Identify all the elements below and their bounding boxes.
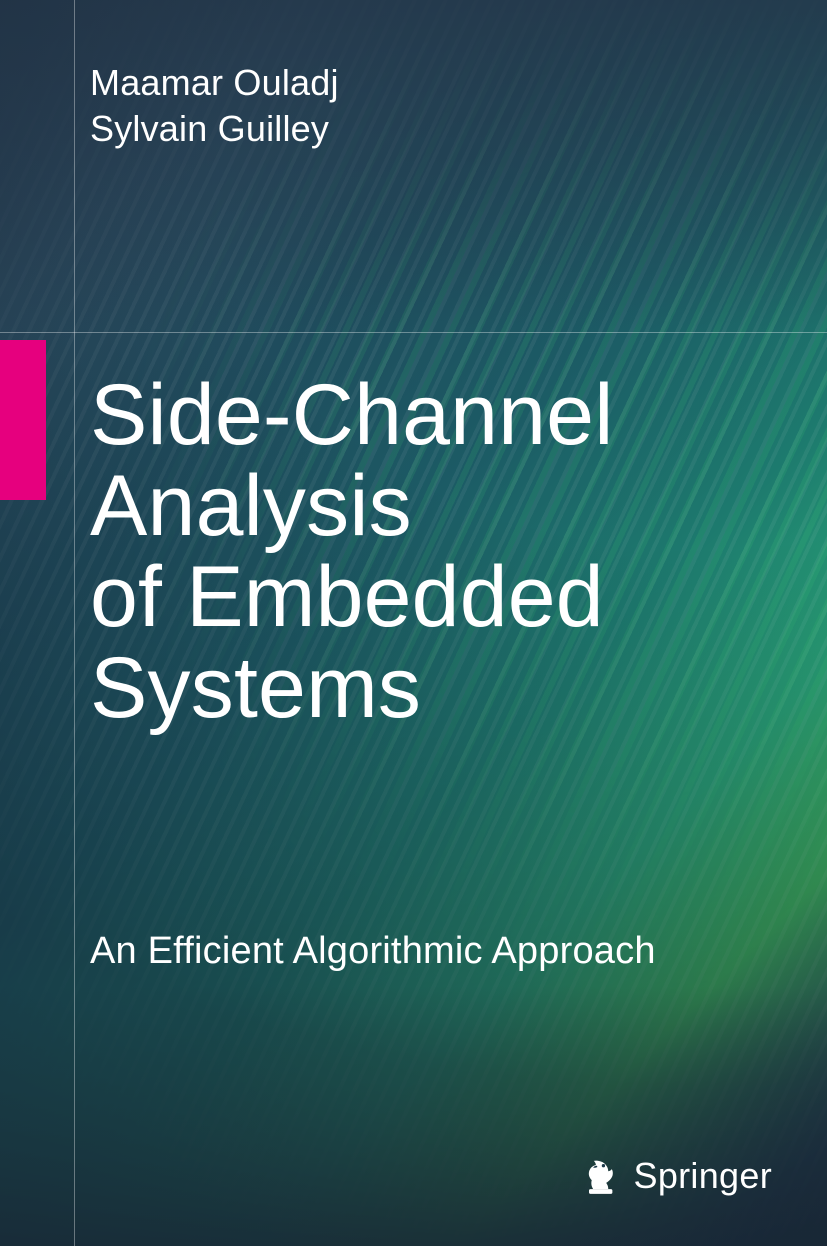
title-line: Systems <box>90 643 614 734</box>
title-line: Analysis <box>90 461 614 552</box>
title-block: Side-Channel Analysis of Embedded System… <box>90 370 614 735</box>
title-line: of Embedded <box>90 552 614 643</box>
authors-block: Maamar Ouladj Sylvain Guilley <box>90 60 339 152</box>
author-line: Sylvain Guilley <box>90 106 339 152</box>
publisher-name: Springer <box>634 1155 772 1197</box>
grid-vertical-line <box>74 0 75 1246</box>
springer-horse-icon <box>578 1154 622 1198</box>
author-line: Maamar Ouladj <box>90 60 339 106</box>
grid-horizontal-line <box>0 332 827 333</box>
subtitle: An Efficient Algorithmic Approach <box>90 930 656 973</box>
publisher-block: Springer <box>578 1154 772 1198</box>
book-cover: Maamar Ouladj Sylvain Guilley Side-Chann… <box>0 0 827 1246</box>
title-line: Side-Channel <box>90 370 614 461</box>
accent-tab <box>0 340 46 500</box>
